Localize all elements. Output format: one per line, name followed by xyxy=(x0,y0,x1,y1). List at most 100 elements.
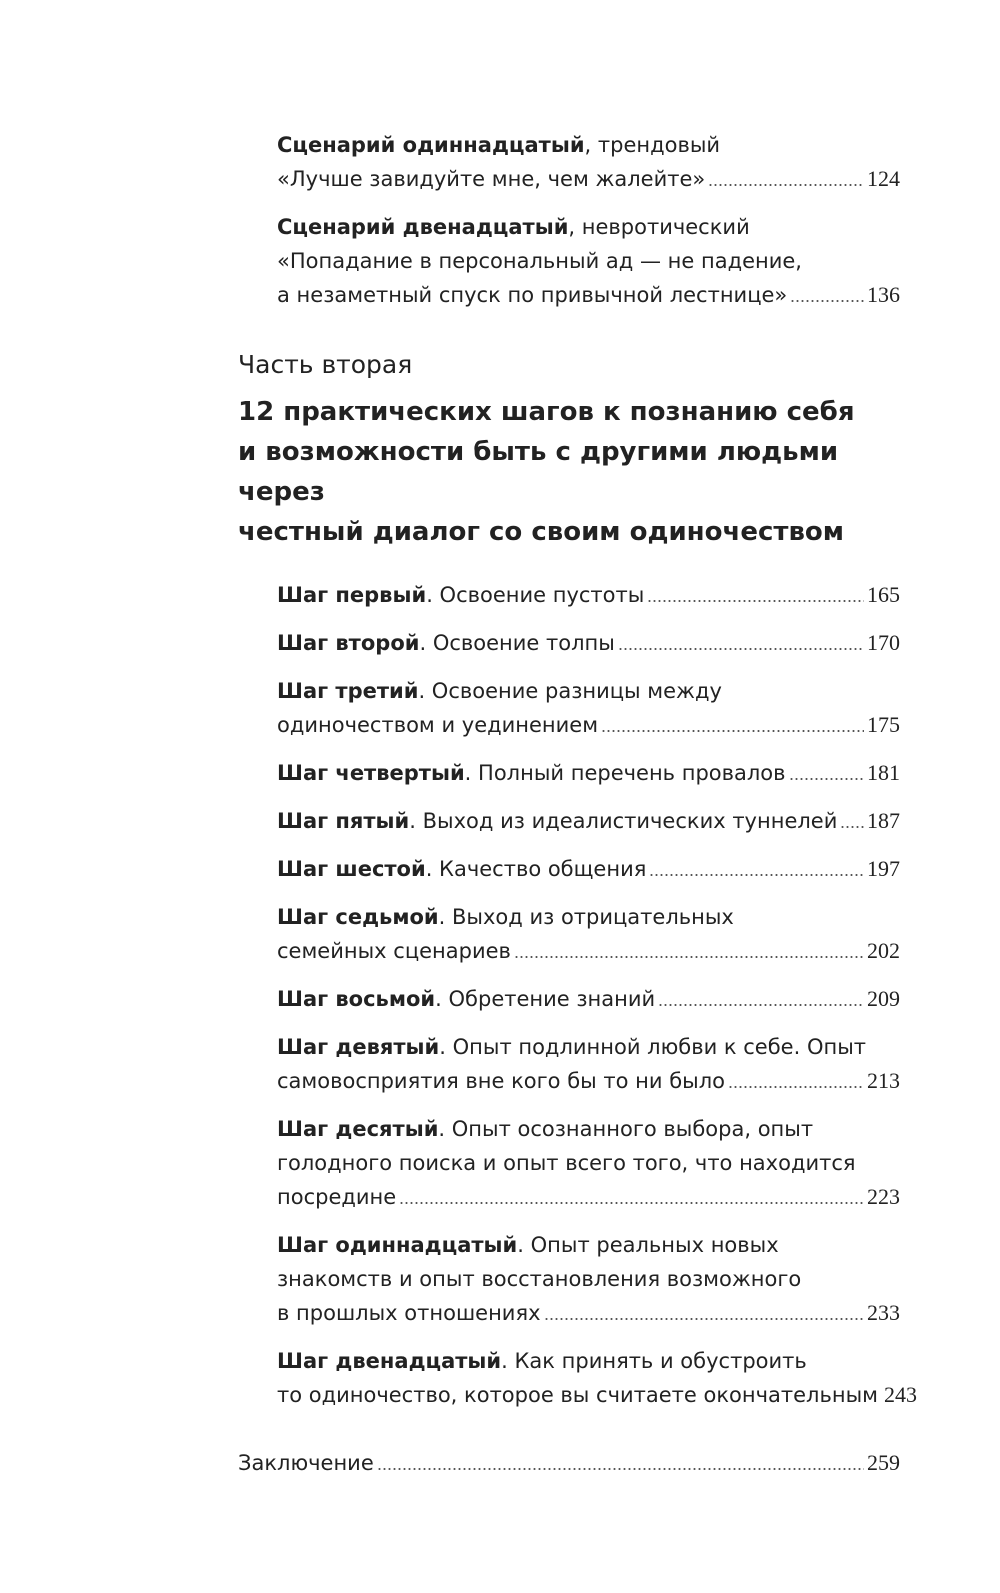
entry-bold: Шаг второй xyxy=(277,631,420,655)
page-number: 259 xyxy=(867,1450,900,1475)
part-title-line: честный диалог со своим одиночеством xyxy=(238,517,845,547)
entry-line: Шаг второй. Освоение толпы 170 xyxy=(277,626,900,660)
toc-entry: Шаг третий. Освоение разницы между одиноч… xyxy=(277,674,900,742)
page-number: 213 xyxy=(867,1068,900,1093)
entry-text: Шаг десятый. Опыт осознанного выбора, оп… xyxy=(277,1117,813,1141)
entry-line-text: . Опыт осознанного выбора, опыт xyxy=(438,1117,814,1141)
dot-leader xyxy=(790,299,864,303)
toc-entry: Шаг одиннадцатый. Опыт реальных новых зна… xyxy=(277,1228,900,1330)
toc-entry: Шаг двенадцатый. Как принять и обустроит… xyxy=(277,1344,917,1412)
page-number: 181 xyxy=(867,760,900,785)
entry-line-text: . Выход из отрицательных xyxy=(438,905,734,929)
entry-bold: Шаг восьмой xyxy=(277,987,436,1011)
entry-bold: Шаг седьмой xyxy=(277,905,439,929)
dot-leader xyxy=(728,1085,864,1089)
entry-text: Шаг девятый. Опыт подлинной любви к себе… xyxy=(277,1035,866,1059)
entry-line: Шаг пятый. Выход из идеалистических тунн… xyxy=(277,804,900,838)
entry-line: Сценарий двенадцатый, невротический xyxy=(277,210,900,244)
entry-bold: Шаг четвертый xyxy=(277,761,465,785)
entry-text: Шаг второй. Освоение толпы xyxy=(277,626,615,660)
page-number: 124 xyxy=(867,166,900,191)
toc-entry: Шаг шестой. Качество общения 197 xyxy=(277,852,900,886)
entry-line-text: , трендовый xyxy=(584,133,721,157)
entry-line: Шаг девятый. Опыт подлинной любви к себе… xyxy=(277,1030,900,1064)
entry-text: знакомств и опыт восстановления возможно… xyxy=(277,1267,801,1291)
part-title-line: 12 практических шагов к познанию себя xyxy=(238,397,855,427)
entry-bold: Шаг девятый xyxy=(277,1035,440,1059)
entry-text: Шаг седьмой. Выход из отрицательных xyxy=(277,905,734,929)
entry-bold: Сценарий двенадцатый xyxy=(277,215,569,239)
entry-line: Шаг четвертый. Полный перечень провалов 1… xyxy=(277,756,900,790)
entry-text: Шаг двенадцатый. Как принять и обустроит… xyxy=(277,1349,807,1373)
entry-text: семейных сценариев xyxy=(277,934,511,968)
entry-line-text: . Освоение пустоты xyxy=(426,583,645,607)
entry-text: посредине xyxy=(277,1180,396,1214)
entry-line: Шаг одиннадцатый. Опыт реальных новых xyxy=(277,1228,900,1262)
toc-entry: Сценарий одиннадцатый, трендовый «Лучше з… xyxy=(277,128,900,196)
entry-line: Шаг десятый. Опыт осознанного выбора, оп… xyxy=(277,1112,900,1146)
entry-line: а незаметный спуск по привычной лестнице… xyxy=(277,278,900,312)
entry-text: то одиночество, которое вы считаете окон… xyxy=(277,1378,878,1412)
dot-leader xyxy=(647,599,864,603)
table-of-contents: Сценарий одиннадцатый, трендовый «Лучше з… xyxy=(238,128,917,1480)
dot-leader xyxy=(617,647,864,651)
entry-line: посредине 223 xyxy=(277,1180,900,1214)
entry-bold: Шаг одиннадцатый xyxy=(277,1233,518,1257)
toc-entry: Шаг пятый. Выход из идеалистических тунн… xyxy=(277,804,900,838)
entry-line-text: . Обретение знаний xyxy=(435,987,656,1011)
entry-bold: Шаг двенадцатый xyxy=(277,1349,502,1373)
entry-bold: Шаг третий xyxy=(277,679,419,703)
toc-entry: Шаг девятый. Опыт подлинной любви к себе… xyxy=(277,1030,900,1098)
page-number: 209 xyxy=(867,986,900,1011)
entry-line: Шаг первый. Освоение пустоты 165 xyxy=(277,578,900,612)
entry-line: Шаг седьмой. Выход из отрицательных xyxy=(277,900,900,934)
entry-line-text: . Как принять и обустроить xyxy=(501,1349,807,1373)
entry-line-text: «Лучше завидуйте мне, чем жалейте» xyxy=(277,167,706,191)
entry-text: Шаг третий. Освоение разницы между xyxy=(277,679,722,703)
page-number: 136 xyxy=(867,282,900,307)
entry-text: Шаг восьмой. Обретение знаний xyxy=(277,982,655,1016)
entry-line: то одиночество, которое вы считаете окон… xyxy=(277,1378,917,1412)
dot-leader xyxy=(543,1317,864,1321)
page-number: 202 xyxy=(867,938,900,963)
part-label: Часть вторая xyxy=(238,350,413,379)
entry-line: Сценарий одиннадцатый, трендовый xyxy=(277,128,900,162)
conclusion: Заключение 259 xyxy=(238,1446,900,1480)
entry-line: знакомств и опыт восстановления возможно… xyxy=(277,1262,900,1296)
entry-line-text: . Опыт реальных новых xyxy=(517,1233,779,1257)
toc-entry: Шаг четвертый. Полный перечень провалов 1… xyxy=(277,756,900,790)
page-number: 223 xyxy=(867,1184,900,1209)
entry-line: самовосприятия вне кого бы то ни было 213 xyxy=(277,1064,900,1098)
entry-line-text: семейных сценариев xyxy=(277,939,511,963)
entry-text: Шаг четвертый. Полный перечень провалов xyxy=(277,756,786,790)
entry-text: «Лучше завидуйте мне, чем жалейте» xyxy=(277,162,705,196)
entry-line-text: голодного поиска и опыт всего того, что … xyxy=(277,1151,856,1175)
entry-text: самовосприятия вне кого бы то ни было xyxy=(277,1064,725,1098)
entry-text: «Попадание в персональный ад — не падени… xyxy=(277,249,802,273)
entry-line-text: знакомств и опыт восстановления возможно… xyxy=(277,1267,802,1291)
page-number: 165 xyxy=(867,582,900,607)
dot-leader xyxy=(376,1467,864,1471)
entry-line: Шаг третий. Освоение разницы между xyxy=(277,674,900,708)
entry-bold: Шаг шестой xyxy=(277,857,426,881)
entry-line-text: . Полный перечень провалов xyxy=(464,761,786,785)
entry-line-text: самовосприятия вне кого бы то ни было xyxy=(277,1069,726,1093)
entry-line-text: . Освоение разницы между xyxy=(418,679,722,703)
entry-text: а незаметный спуск по привычной лестнице… xyxy=(277,278,787,312)
toc-entry: Сценарий двенадцатый, невротический «Попа… xyxy=(277,210,900,312)
conclusion-label: Заключение xyxy=(238,1451,374,1475)
part-title-line: и возможности быть с другими людьми чере… xyxy=(238,437,839,507)
entry-bold: Шаг первый xyxy=(277,583,427,607)
entry-line-text: , невротический xyxy=(568,215,750,239)
page-number: 175 xyxy=(867,712,900,737)
dot-leader xyxy=(840,825,864,829)
entry-bold: Шаг пятый xyxy=(277,809,410,833)
toc-entry: Шаг седьмой. Выход из отрицательных семей… xyxy=(277,900,900,968)
page-number: 233 xyxy=(867,1300,900,1325)
page-number: 170 xyxy=(867,630,900,655)
entry-line-text: . Освоение толпы xyxy=(419,631,615,655)
entry-line: голодного поиска и опыт всего того, что … xyxy=(277,1146,900,1180)
entry-line-text: то одиночество, которое вы считаете окон… xyxy=(277,1383,878,1407)
dot-leader xyxy=(601,729,864,733)
toc-entry: Шаг восьмой. Обретение знаний 209 xyxy=(277,982,900,1016)
